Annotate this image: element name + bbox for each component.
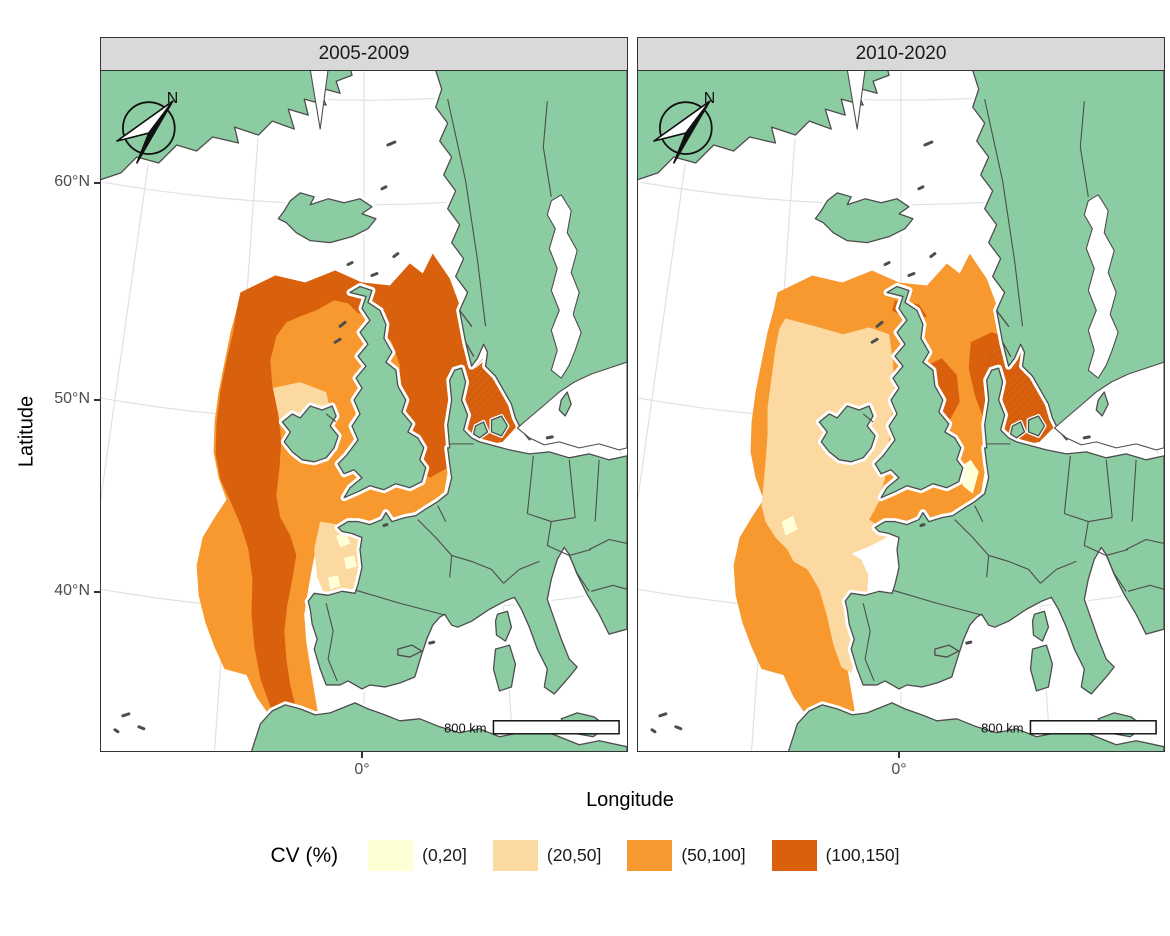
facet-strip-2005-2009: 2005-2009 (100, 37, 628, 71)
x-tick-0-right (898, 752, 900, 758)
legend-label: (50,100] (681, 845, 746, 865)
x-tick-label-0-right: 0° (891, 761, 907, 778)
legend-label: (20,50] (546, 845, 602, 865)
north-arrow: N (653, 90, 716, 164)
scale-text: 800 km (444, 720, 486, 735)
legend-label: (0,20] (422, 845, 467, 865)
legend-item-20-50: (20,50] (492, 840, 602, 871)
north-label: N (704, 90, 716, 107)
legend-swatch-0-20 (368, 840, 414, 871)
scale-text: 800 km (981, 720, 1023, 735)
facet-title: 2005-2009 (318, 43, 410, 64)
x-tick-label-0-left: 0° (354, 761, 370, 778)
x-tick-0-left (361, 752, 363, 758)
scale-bar: 800 km (444, 720, 620, 735)
legend-swatch-100-150 (771, 840, 817, 871)
legend-item-50-100: (50,100] (627, 840, 746, 871)
y-tick-50N (94, 399, 100, 401)
map-panel-2010-2020: N 800 km (637, 70, 1165, 752)
y-tick-label-40N: 40°N (54, 582, 90, 599)
facet-title: 2010-2020 (855, 43, 947, 64)
map-2010-2020: N 800 km (638, 71, 1164, 751)
legend-swatch-50-100 (627, 840, 673, 871)
legend: CV (%) (0,20] (20,50] (50,100] (100,150] (0, 840, 1170, 871)
legend-swatch-20-50 (492, 840, 538, 871)
north-label: N (167, 90, 179, 107)
map-panel-2005-2009: N 800 km (100, 70, 628, 752)
legend-label: (100,150] (825, 845, 900, 865)
map-2005-2009: N 800 km (101, 71, 627, 751)
legend-item-100-150: (100,150] (771, 840, 900, 871)
legend-title: CV (%) (270, 843, 339, 867)
x-axis-title: Longitude (586, 789, 674, 811)
y-axis-title: Latitude (15, 395, 38, 468)
legend-item-0-20: (0,20] (368, 840, 467, 871)
facet-strip-2010-2020: 2010-2020 (637, 37, 1165, 71)
north-arrow: N (116, 90, 179, 164)
scale-bar: 800 km (981, 720, 1157, 735)
y-tick-60N (94, 182, 100, 184)
y-tick-40N (94, 591, 100, 593)
y-tick-label-50N: 50°N (54, 390, 90, 407)
y-tick-label-60N: 60°N (54, 173, 90, 190)
